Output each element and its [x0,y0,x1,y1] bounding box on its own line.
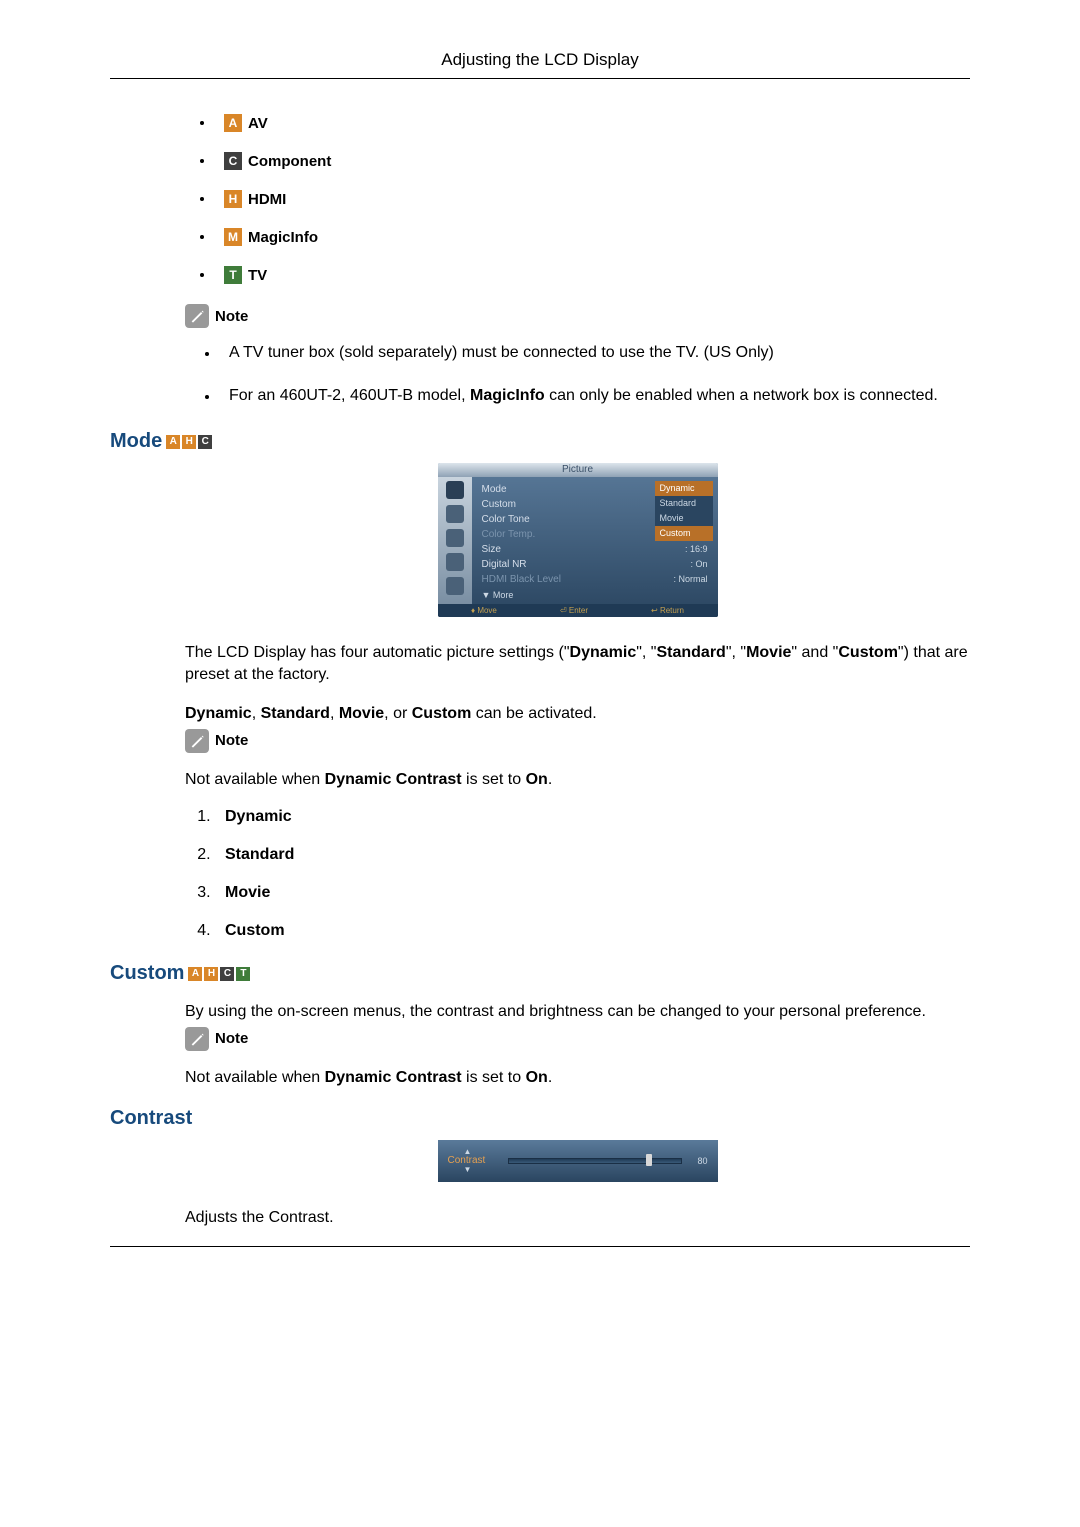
osd-side-icon [446,577,464,595]
section-heading-contrast: Contrast [110,1107,970,1130]
osd-more: ▼ More [482,590,708,600]
osd-row: HDMI Black Level: Normal [482,573,708,586]
letter-icon-h: H [224,190,242,208]
mode-list: Dynamic Standard Movie Custom [185,808,970,940]
section-heading-mode: Mode AHC [110,430,970,453]
osd-contrast-value: 80 [690,1156,708,1166]
custom-paragraph: By using the on-screen menus, the contra… [185,1001,970,1023]
note-label: Note [215,1030,248,1047]
mode-list-item: Standard [215,846,970,864]
letter-icon-a: A [166,435,180,449]
contrast-paragraph: Adjusts the Contrast. [185,1207,970,1229]
source-label: HDMI [248,191,286,208]
note-label: Note [215,732,248,749]
section-heading-text: Custom [110,962,184,985]
section-heading-custom: Custom AHCT [110,962,970,985]
note-item: A TV tuner box (sold separately) must be… [205,344,970,362]
osd-side-icon [446,529,464,547]
note-icon [185,729,209,753]
mode-list-item: Dynamic [215,808,970,826]
letter-icon-c: C [224,152,242,170]
osd-slider-thumb [646,1154,652,1166]
page: Adjusting the LCD Display A AV C Component H… [0,0,1080,1305]
source-label: AV [248,115,268,132]
source-label: TV [248,267,267,284]
osd-side-icon [446,481,464,499]
content-body: A AV C Component H HDMI M MagicInfo T TV Note A T… [110,114,970,1247]
source-item: C Component [200,152,970,170]
source-item: H HDMI [200,190,970,208]
letter-icon-h: H [182,435,196,449]
mode-list-item: Movie [215,884,970,902]
heading-icons: AHCT [187,967,251,981]
letter-icon-t: T [236,967,250,981]
letter-icon-m: M [224,228,242,246]
letter-icon-h: H [204,967,218,981]
note-item: For an 460UT-2, 460UT-B model, MagicInfo… [205,387,970,405]
osd-menu-rows: ModeDynamicStandardMovieCustomCustomColo… [472,477,718,604]
letter-icon-c: C [220,967,234,981]
custom-note-text: Not available when Dynamic Contrast is s… [185,1067,970,1089]
divider [110,78,970,79]
letter-icon-c: C [198,435,212,449]
source-label: MagicInfo [248,229,318,246]
divider [110,1246,970,1247]
mode-list-item: Custom [215,922,970,940]
note-icon [185,1027,209,1051]
source-item: T TV [200,266,970,284]
note-heading: Note [185,729,970,753]
osd-slider [508,1158,682,1164]
note-list: A TV tuner box (sold separately) must be… [185,344,970,405]
osd-side-icon [446,505,464,523]
mode-paragraph-1: The LCD Display has four automatic pictu… [185,642,970,685]
mode-note-text: Not available when Dynamic Contrast is s… [185,769,970,791]
note-icon [185,304,209,328]
osd-side-icon [446,553,464,571]
source-item: M MagicInfo [200,228,970,246]
osd-dropdown: DynamicStandardMovieCustom [655,481,713,541]
osd-contrast: ▲ Contrast ▼ 80 [438,1140,718,1182]
letter-icon-t: T [224,266,242,284]
osd-row: Digital NR: On [482,558,708,571]
osd-title: Picture [438,463,718,477]
note-heading: Note [185,1027,970,1051]
osd-footer: ♦ Move⏎ Enter↩ Return [438,604,718,617]
page-title: Adjusting the LCD Display [110,50,970,70]
osd-side-icons [438,477,472,604]
heading-icons: AHC [165,435,213,449]
section-heading-text: Contrast [110,1107,192,1130]
note-heading: Note [185,304,970,328]
osd-contrast-label: ▲ Contrast ▼ [448,1148,508,1174]
osd-row: ModeDynamicStandardMovieCustom [482,483,708,496]
letter-icon-a: A [188,967,202,981]
letter-icon-a: A [224,114,242,132]
source-label: Component [248,153,331,170]
osd-row: Size: 16:9 [482,543,708,556]
note-label: Note [215,308,248,325]
source-list: A AV C Component H HDMI M MagicInfo T TV [185,114,970,284]
source-item: A AV [200,114,970,132]
mode-paragraph-2: Dynamic, Standard, Movie, or Custom can … [185,703,970,725]
section-heading-text: Mode [110,430,162,453]
osd-picture-menu: Picture ModeDynamicStandardMovieCustomCu… [438,463,718,617]
